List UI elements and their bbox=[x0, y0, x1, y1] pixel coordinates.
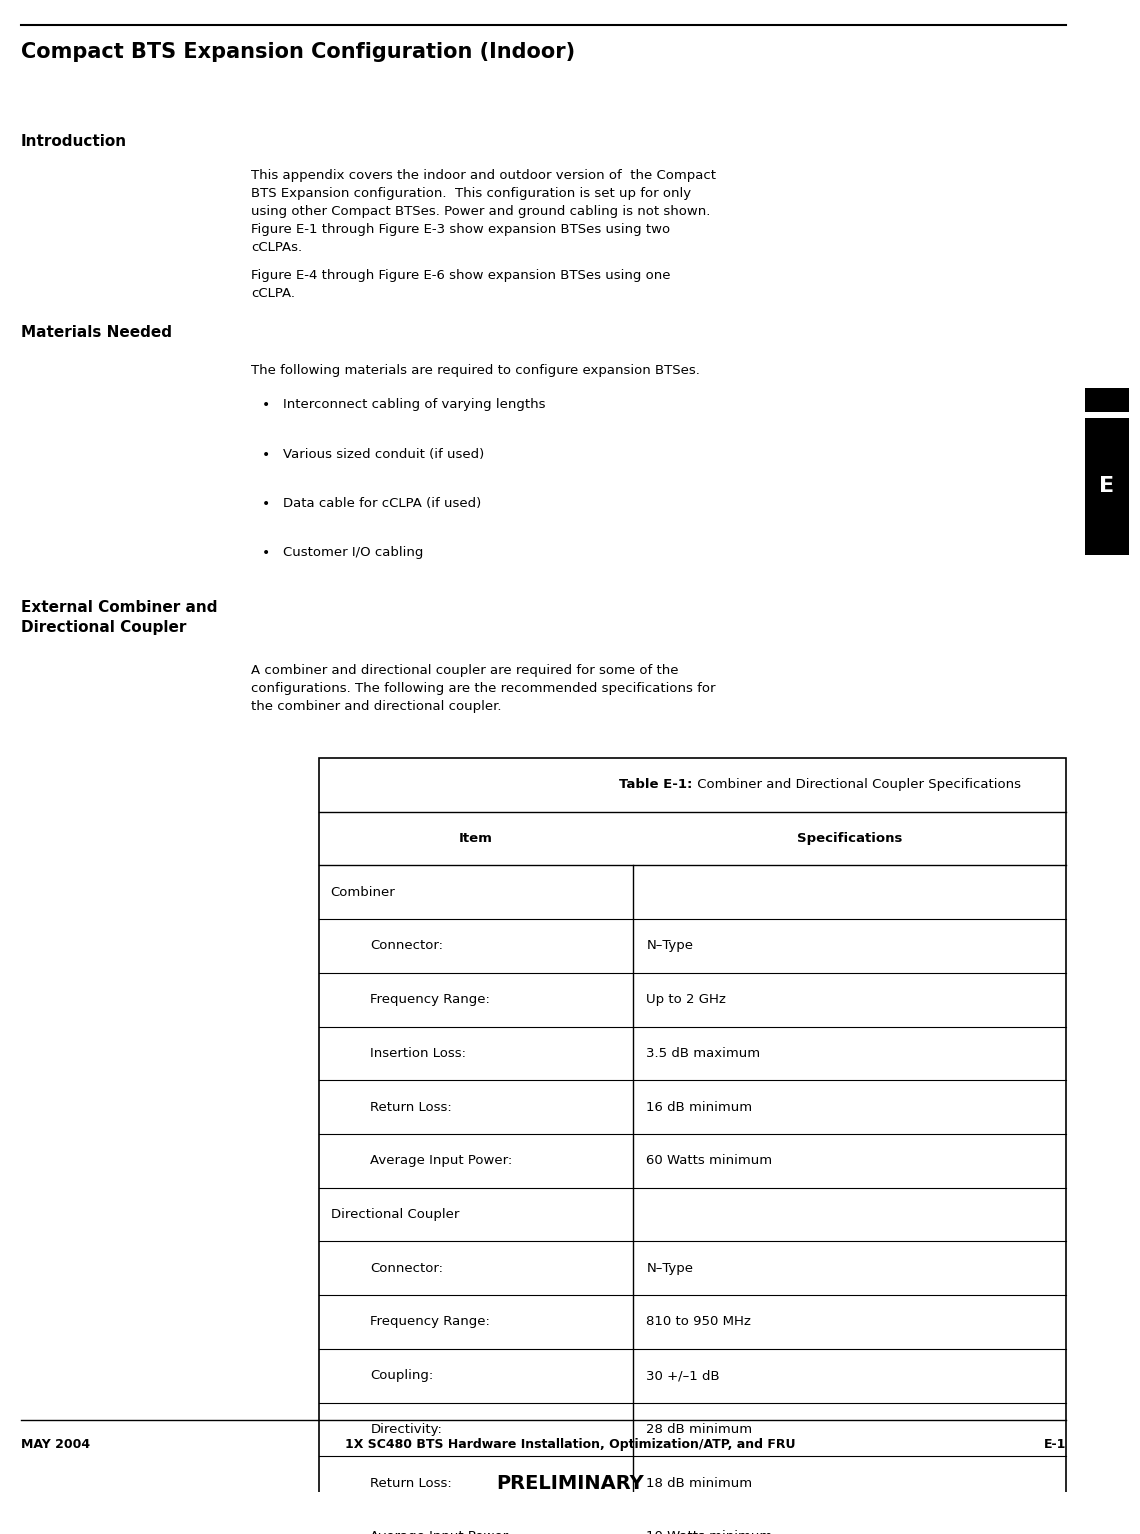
Text: Data cable for cCLPA (if used): Data cable for cCLPA (if used) bbox=[283, 497, 481, 509]
Text: Combiner and Directional Coupler Specifications: Combiner and Directional Coupler Specifi… bbox=[693, 778, 1020, 792]
Text: Connector:: Connector: bbox=[370, 1262, 443, 1275]
Text: •: • bbox=[262, 448, 270, 462]
Bar bbox=[319, 758, 1066, 1534]
Text: •: • bbox=[262, 497, 270, 511]
Text: Table E-1:: Table E-1: bbox=[619, 778, 693, 792]
Text: PRELIMINARY: PRELIMINARY bbox=[496, 1474, 644, 1493]
Text: E: E bbox=[1099, 477, 1115, 497]
Text: Specifications: Specifications bbox=[797, 831, 902, 845]
Text: MAY 2004: MAY 2004 bbox=[21, 1439, 90, 1451]
Text: Various sized conduit (if used): Various sized conduit (if used) bbox=[283, 448, 484, 460]
Text: External Combiner and
Directional Coupler: External Combiner and Directional Couple… bbox=[21, 600, 217, 635]
Text: 28 dB minimum: 28 dB minimum bbox=[646, 1424, 752, 1436]
Text: 3.5 dB maximum: 3.5 dB maximum bbox=[646, 1046, 760, 1060]
Text: Directivity:: Directivity: bbox=[370, 1424, 442, 1436]
Text: Introduction: Introduction bbox=[21, 135, 127, 149]
Text: 30 +/–1 dB: 30 +/–1 dB bbox=[646, 1370, 720, 1382]
Text: Combiner: Combiner bbox=[331, 885, 396, 899]
Bar bbox=[1085, 417, 1129, 555]
Text: Item: Item bbox=[459, 831, 492, 845]
Text: Return Loss:: Return Loss: bbox=[370, 1477, 453, 1490]
Text: •: • bbox=[262, 546, 270, 560]
Text: 16 dB minimum: 16 dB minimum bbox=[646, 1100, 752, 1114]
Text: •: • bbox=[262, 399, 270, 413]
Text: Connector:: Connector: bbox=[370, 939, 443, 953]
Text: Interconnect cabling of varying lengths: Interconnect cabling of varying lengths bbox=[283, 399, 545, 411]
Text: E-1: E-1 bbox=[1043, 1439, 1066, 1451]
Text: Average Input Power:: Average Input Power: bbox=[370, 1154, 513, 1167]
Text: Coupling:: Coupling: bbox=[370, 1370, 433, 1382]
Text: The following materials are required to configure expansion BTSes.: The following materials are required to … bbox=[251, 364, 700, 377]
Text: Frequency Range:: Frequency Range: bbox=[370, 1316, 490, 1328]
Text: Directional Coupler: Directional Coupler bbox=[331, 1209, 459, 1221]
Text: Insertion Loss:: Insertion Loss: bbox=[370, 1046, 466, 1060]
Text: N–Type: N–Type bbox=[646, 939, 693, 953]
Text: Materials Needed: Materials Needed bbox=[21, 325, 171, 341]
Text: 18 dB minimum: 18 dB minimum bbox=[646, 1477, 752, 1490]
Text: Up to 2 GHz: Up to 2 GHz bbox=[646, 992, 726, 1006]
Text: This appendix covers the indoor and outdoor version of  the Compact
BTS Expansio: This appendix covers the indoor and outd… bbox=[251, 169, 716, 253]
Text: Customer I/O cabling: Customer I/O cabling bbox=[283, 546, 423, 558]
Text: Figure E-4 through Figure E-6 show expansion BTSes using one
cCLPA.: Figure E-4 through Figure E-6 show expan… bbox=[251, 268, 670, 299]
Text: 810 to 950 MHz: 810 to 950 MHz bbox=[646, 1316, 751, 1328]
Bar bbox=[1085, 388, 1129, 411]
Text: A combiner and directional coupler are required for some of the
configurations. : A combiner and directional coupler are r… bbox=[251, 664, 715, 713]
Text: Average Input Power:: Average Input Power: bbox=[370, 1531, 513, 1534]
Text: N–Type: N–Type bbox=[646, 1262, 693, 1275]
Text: Frequency Range:: Frequency Range: bbox=[370, 992, 490, 1006]
Text: Compact BTS Expansion Configuration (Indoor): Compact BTS Expansion Configuration (Ind… bbox=[21, 41, 575, 61]
Text: 1X SC480 BTS Hardware Installation, Optimization/ATP, and FRU: 1X SC480 BTS Hardware Installation, Opti… bbox=[344, 1439, 796, 1451]
Text: 10 Watts minimum: 10 Watts minimum bbox=[646, 1531, 773, 1534]
Text: 60 Watts minimum: 60 Watts minimum bbox=[646, 1154, 773, 1167]
Text: Return Loss:: Return Loss: bbox=[370, 1100, 453, 1114]
